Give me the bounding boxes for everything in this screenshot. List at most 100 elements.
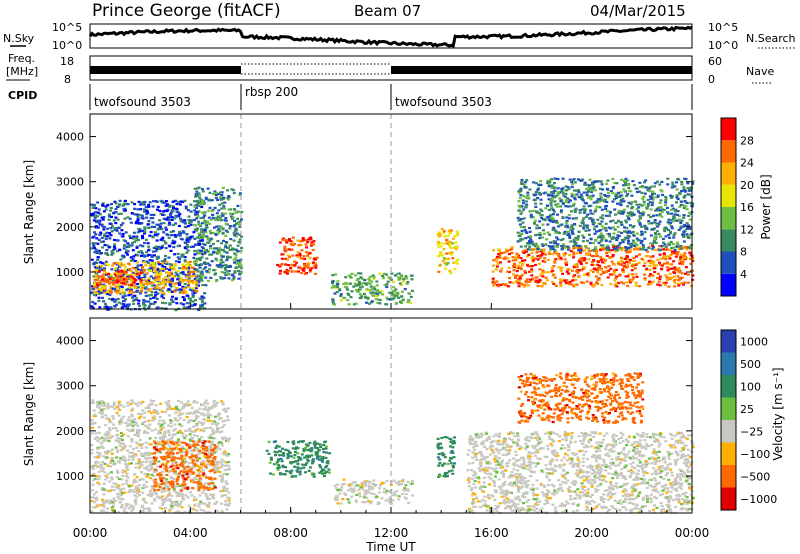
velocity-cell <box>220 430 224 433</box>
power-cell <box>181 263 185 266</box>
power-cell <box>182 272 186 275</box>
power-cell <box>202 267 206 270</box>
power-cell <box>199 216 203 220</box>
power-cell <box>133 203 137 206</box>
power-cell <box>604 194 608 198</box>
velocity-cell <box>100 503 104 507</box>
power-cell <box>139 250 143 253</box>
power-cell <box>659 257 663 260</box>
power-cell <box>589 198 593 201</box>
power-cell <box>670 252 674 255</box>
power-cell <box>565 263 568 266</box>
power-cell <box>168 263 172 266</box>
power-cell <box>122 279 126 282</box>
power-cell <box>111 277 115 280</box>
power-cell <box>166 218 170 222</box>
power-cell <box>163 257 167 260</box>
power-cell <box>599 196 603 199</box>
power-cell <box>668 248 672 251</box>
power-cell <box>604 239 608 242</box>
power-cell <box>542 271 546 274</box>
power-cell <box>400 299 404 302</box>
power-cell <box>497 248 501 251</box>
velocity-cell <box>129 504 133 507</box>
power-cell <box>207 271 211 274</box>
power-cell <box>634 273 638 276</box>
power-cell <box>378 272 382 275</box>
power-cell <box>551 208 555 211</box>
power-cell <box>276 263 280 267</box>
power-cell <box>146 261 150 264</box>
power-cell <box>287 270 290 273</box>
power-cell <box>597 198 601 201</box>
velocity-cell <box>131 451 135 454</box>
power-cell <box>376 301 380 304</box>
power-cell <box>595 200 599 203</box>
power-cell <box>152 296 156 299</box>
power-cell <box>597 236 600 239</box>
power-cell <box>406 281 410 284</box>
power-cell <box>559 258 563 261</box>
power-cell <box>677 228 681 232</box>
power-cell <box>191 275 195 278</box>
power-cell <box>529 235 532 238</box>
power-cell <box>600 268 604 271</box>
power-cell <box>631 239 635 242</box>
power-cell <box>157 270 161 273</box>
velocity-cell <box>197 505 201 508</box>
power-cell <box>540 209 544 213</box>
power-cell <box>611 187 615 190</box>
velocity-cell <box>199 508 203 511</box>
power-cell <box>122 291 125 294</box>
power-cell <box>154 294 158 297</box>
power-cell <box>233 219 237 223</box>
power-cell <box>575 265 579 268</box>
power-cell <box>106 264 110 267</box>
power-cell <box>197 192 201 195</box>
power-cell <box>161 301 164 304</box>
power-cell <box>92 246 96 250</box>
power-cell <box>151 236 155 239</box>
power-cell <box>565 224 569 227</box>
power-cell <box>149 302 153 305</box>
velocity-cell <box>126 404 130 407</box>
power-cell <box>666 278 669 281</box>
power-cell <box>601 247 605 250</box>
power-cell <box>453 235 457 238</box>
power-cell <box>174 271 178 274</box>
power-cell <box>158 219 162 222</box>
velocity-cell <box>131 407 135 410</box>
velocity-cell <box>121 446 125 449</box>
power-cell <box>193 253 197 256</box>
power-cell <box>604 207 608 210</box>
power-cell <box>528 245 532 248</box>
velocity-cell <box>169 421 173 424</box>
power-cell <box>660 244 664 248</box>
power-cell <box>666 177 670 180</box>
power-cell <box>331 274 335 277</box>
power-cell <box>132 281 136 284</box>
velocity-cell <box>101 500 105 503</box>
power-cell <box>349 296 353 299</box>
power-cell <box>221 228 225 231</box>
power-cell <box>343 285 347 288</box>
power-cell <box>496 257 499 260</box>
power-cell <box>664 246 668 249</box>
power-cell <box>559 211 563 214</box>
power-cell <box>556 202 560 206</box>
power-cell <box>596 268 600 271</box>
power-cell <box>228 248 232 251</box>
power-ytick-label: 2000 <box>56 221 84 234</box>
power-cell <box>587 233 591 236</box>
power-cell <box>657 280 661 283</box>
power-cell <box>171 279 175 283</box>
power-cell <box>614 213 617 216</box>
power-cell <box>519 282 522 285</box>
velocity-cell <box>94 432 98 435</box>
velocity-cell <box>185 416 189 419</box>
power-cell <box>498 249 502 252</box>
velocity-cell <box>148 442 152 445</box>
power-cell <box>290 241 294 244</box>
power-cell <box>157 282 161 285</box>
power-cell <box>530 256 534 260</box>
